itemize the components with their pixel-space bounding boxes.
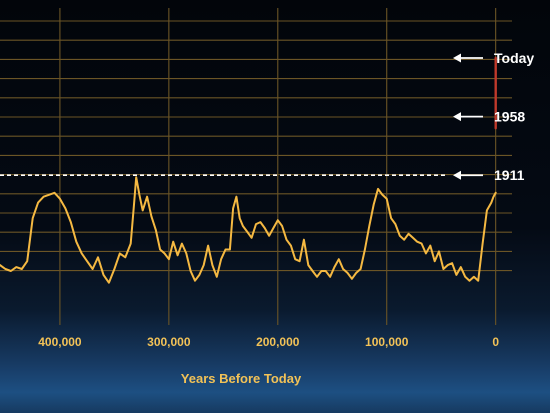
arrow-left-icon bbox=[453, 170, 461, 180]
grid-layer bbox=[0, 8, 512, 325]
annotation: 1958 bbox=[453, 109, 525, 125]
arrow-left-icon bbox=[453, 112, 461, 122]
x-tick-label: 300,000 bbox=[147, 335, 191, 349]
annotation: Today bbox=[453, 50, 534, 66]
annotation: 1911 bbox=[453, 167, 525, 183]
arrow-left-icon bbox=[453, 53, 461, 63]
annotation-label: 1958 bbox=[494, 109, 525, 125]
annotation-label: Today bbox=[494, 50, 534, 66]
x-tick-label: 0 bbox=[492, 335, 499, 349]
x-tick-label: 400,000 bbox=[38, 335, 82, 349]
x-axis-title: Years Before Today bbox=[181, 371, 302, 386]
x-tick-label: 200,000 bbox=[256, 335, 300, 349]
series-line-historical bbox=[0, 176, 497, 284]
series-layer bbox=[0, 56, 497, 284]
annotation-layer: Today 1958 1911 bbox=[453, 50, 534, 183]
x-tick-label-layer: 400,000 300,000 200,000 100,000 0 bbox=[38, 335, 499, 349]
annotation-label: 1911 bbox=[494, 167, 525, 183]
x-tick-label: 100,000 bbox=[365, 335, 409, 349]
